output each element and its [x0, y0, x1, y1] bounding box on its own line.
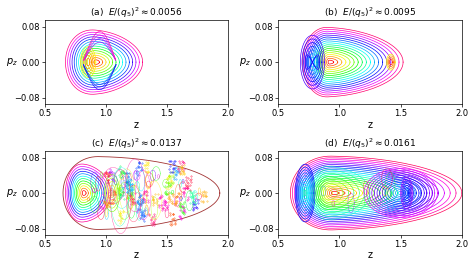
- Title: (b)  $E/(q_5)^2\approx 0.0095$: (b) $E/(q_5)^2\approx 0.0095$: [324, 6, 416, 20]
- Title: (a)  $E/(q_5)^2\approx 0.0056$: (a) $E/(q_5)^2\approx 0.0056$: [91, 6, 182, 20]
- Y-axis label: $p_z$: $p_z$: [6, 56, 18, 68]
- Title: (c)  $E/(q_5)^2\approx 0.0137$: (c) $E/(q_5)^2\approx 0.0137$: [91, 136, 182, 151]
- X-axis label: z: z: [367, 119, 373, 130]
- X-axis label: z: z: [134, 251, 139, 260]
- Y-axis label: $p_z$: $p_z$: [239, 56, 251, 68]
- X-axis label: z: z: [367, 251, 373, 260]
- Y-axis label: $p_z$: $p_z$: [6, 187, 18, 199]
- Title: (d)  $E/(q_5)^2\approx 0.0161$: (d) $E/(q_5)^2\approx 0.0161$: [324, 136, 416, 151]
- Y-axis label: $p_z$: $p_z$: [239, 187, 251, 199]
- X-axis label: z: z: [134, 119, 139, 130]
